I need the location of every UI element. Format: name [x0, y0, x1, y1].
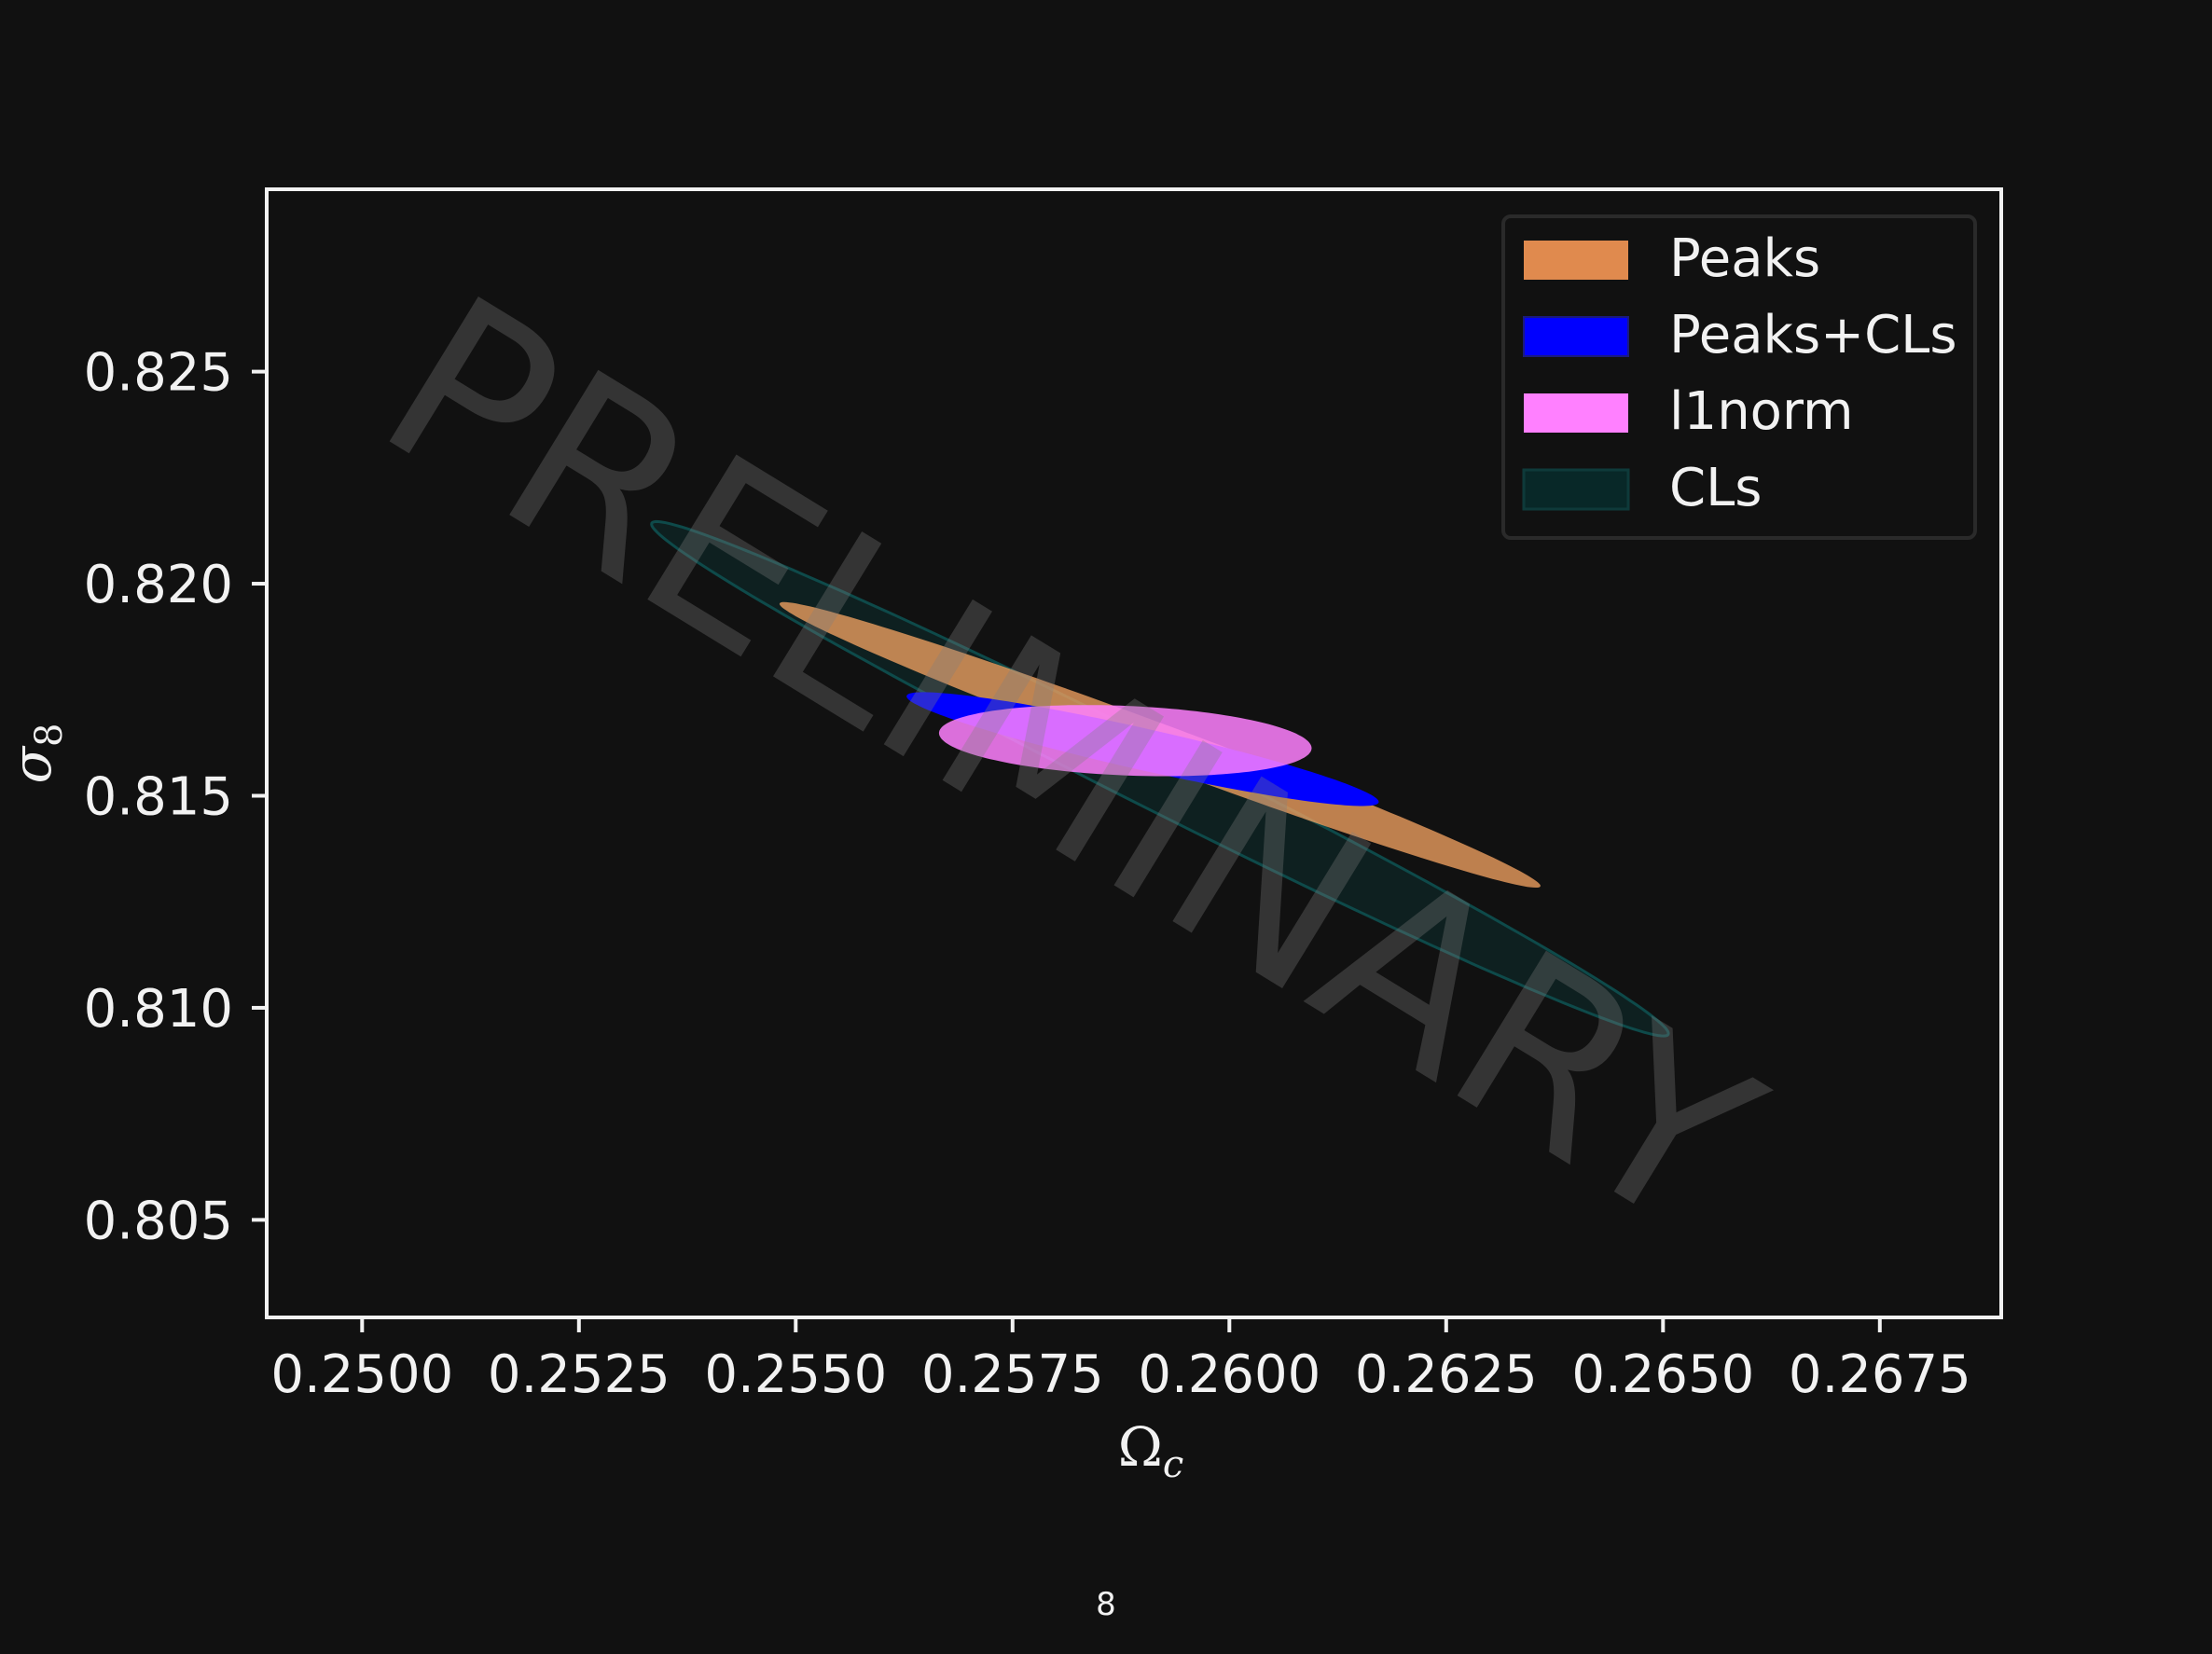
x-tick-label: 0.2625 [1355, 1344, 1538, 1405]
x-axis-label-main: Ω [1118, 1415, 1163, 1479]
legend-swatch-cls [1522, 468, 1630, 511]
y-axis-label: σ8 [0, 723, 71, 783]
y-tick-label: 0.825 [84, 343, 233, 404]
tick-layer: 0.2500 0.2525 0.2550 0.2575 0.2600 0.2625 0.26… [84, 343, 1971, 1405]
plot-frame [265, 187, 2003, 1319]
contour-ellipse-l1norm [938, 705, 1312, 777]
y-axis-label-main: σ [0, 746, 63, 784]
legend-swatch-peaks-cls [1523, 316, 1629, 357]
page-number: 8 [1096, 1586, 1116, 1623]
legend-swatch-l1norm [1524, 393, 1628, 433]
legend: Peaks Peaks+CLs l1norm CLs [1501, 214, 1977, 540]
x-tick-label: 0.2525 [488, 1344, 671, 1405]
x-tick-label: 0.2650 [1571, 1344, 1754, 1405]
legend-swatch-peaks [1524, 241, 1628, 280]
x-tick-label: 0.2575 [921, 1344, 1104, 1405]
ellipse-layer [650, 519, 1670, 1038]
x-tick-label: 0.2675 [1789, 1344, 1971, 1405]
legend-box [1501, 214, 1977, 540]
x-tick-label: 0.2550 [704, 1344, 887, 1405]
y-tick-label: 0.820 [84, 555, 233, 615]
y-tick-label: 0.815 [84, 766, 233, 827]
y-axis-label-sub: 8 [28, 723, 71, 746]
y-tick-label: 0.810 [84, 979, 233, 1040]
x-tick-label: 0.2500 [270, 1344, 453, 1405]
y-tick-label: 0.805 [84, 1191, 233, 1251]
legend-label-peaks-cls: Peaks+CLs [1669, 305, 1957, 365]
x-tick-label: 0.2600 [1138, 1344, 1320, 1405]
legend-label-l1norm: l1norm [1669, 381, 1854, 442]
legend-label-cls: CLs [1669, 458, 1762, 518]
legend-items: Peaks Peaks+CLs l1norm CLs [1522, 228, 1957, 518]
legend-label-peaks: Peaks [1669, 228, 1820, 289]
x-axis-label: Ωc [1118, 1415, 1184, 1486]
x-axis-label-sub: c [1163, 1443, 1183, 1486]
